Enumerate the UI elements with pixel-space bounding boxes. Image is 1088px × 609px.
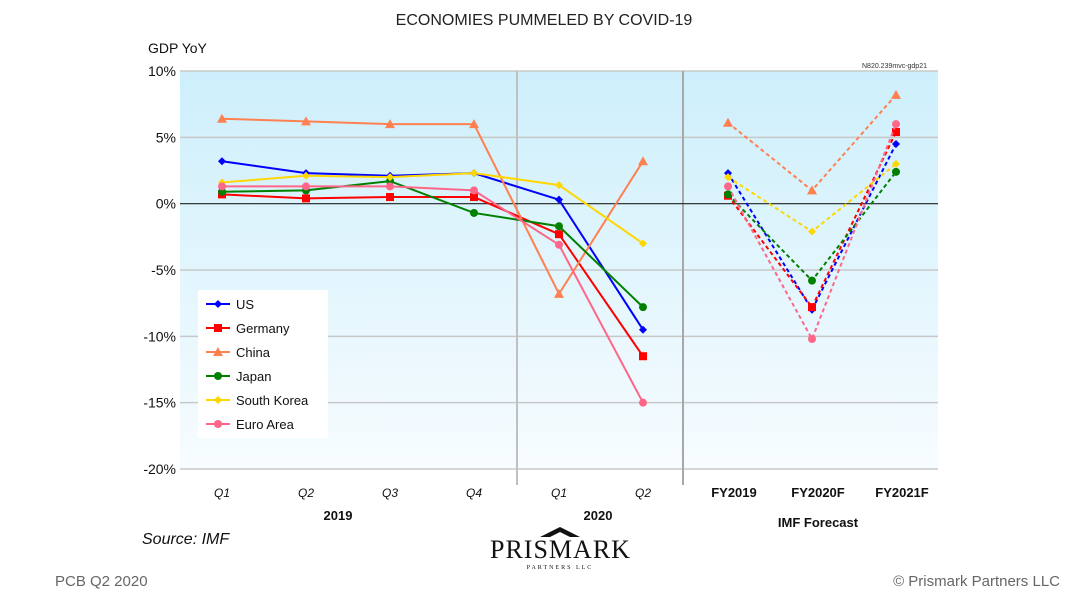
point-china xyxy=(385,119,395,129)
legend-label: US xyxy=(236,296,255,312)
point-germany xyxy=(470,193,478,202)
line-euro-area-forecast xyxy=(727,123,897,342)
chart-title: ECONOMIES PUMMELED BY COVID-19 xyxy=(395,12,693,29)
point-south-korea xyxy=(639,239,647,248)
point-south-korea-forecast xyxy=(808,227,816,236)
forecast-group-label: IMF Forecast xyxy=(778,515,859,530)
point-china xyxy=(301,116,311,126)
y-tick-label: -10% xyxy=(143,328,176,344)
point-germany xyxy=(639,352,647,361)
point-japan xyxy=(639,303,647,312)
logo-prism-icon xyxy=(540,527,580,537)
legend-item: Euro Area xyxy=(206,414,294,434)
point-china xyxy=(217,113,227,123)
point-japan-forecast xyxy=(892,167,900,176)
legend-swatch xyxy=(206,347,230,356)
forecast-tick-label: FY2019 xyxy=(711,485,757,500)
point-euro-area xyxy=(386,182,394,191)
forecast-tick-label: FY2020F xyxy=(791,485,845,500)
point-china xyxy=(554,288,564,298)
line-south-korea-quarterly xyxy=(221,172,644,245)
year-label: 2019 xyxy=(324,508,353,523)
point-euro-area-forecast xyxy=(808,334,816,343)
forecast-tick-label: FY2021F xyxy=(875,485,929,500)
point-japan xyxy=(555,222,563,231)
point-china-forecast xyxy=(807,185,817,195)
legend-label: Japan xyxy=(236,368,272,384)
point-china xyxy=(469,119,479,129)
legend-item: South Korea xyxy=(206,390,308,410)
footer-left: PCB Q2 2020 xyxy=(55,573,148,590)
x-tick-label: Q1 xyxy=(214,486,230,500)
y-tick-label: 5% xyxy=(156,129,176,145)
point-germany xyxy=(555,230,563,239)
year-label: 2020 xyxy=(584,508,613,523)
prismark-logo: PRISMARK PARTNERS LLC xyxy=(490,527,630,577)
point-germany-forecast xyxy=(808,303,816,312)
point-germany xyxy=(386,193,394,202)
legend-item: Japan xyxy=(206,366,271,386)
legend-label: South Korea xyxy=(236,392,309,408)
line-germany-forecast xyxy=(727,131,897,310)
point-us-forecast xyxy=(892,139,900,148)
point-us xyxy=(555,195,563,204)
point-japan xyxy=(470,208,478,217)
point-japan-forecast xyxy=(724,190,732,199)
point-china-forecast xyxy=(891,89,901,99)
series-euro-area xyxy=(218,120,900,407)
legend-label: China xyxy=(236,344,270,360)
footer-right: © Prismark Partners LLC xyxy=(893,573,1060,590)
y-tick-label: -20% xyxy=(143,461,176,477)
point-germany xyxy=(302,194,310,203)
point-south-korea xyxy=(302,171,310,180)
logo-sub: PARTNERS LLC xyxy=(526,565,594,571)
y-tick-label: -5% xyxy=(151,262,176,278)
point-euro-area xyxy=(218,182,226,191)
point-euro-area xyxy=(302,182,310,191)
x-tick-label: Q2 xyxy=(635,486,651,500)
line-euro-area-quarterly xyxy=(222,185,644,404)
point-china-forecast xyxy=(723,117,733,127)
point-south-korea-forecast xyxy=(892,159,900,168)
y-tick-label: 0% xyxy=(156,196,176,212)
legend-swatch xyxy=(206,324,230,332)
legend: US Germany China Japan South Korea Euro Area xyxy=(198,290,328,438)
x-tick-label: Q1 xyxy=(551,486,567,500)
y-axis-label: GDP YoY xyxy=(148,40,207,56)
series-south-korea xyxy=(218,159,900,248)
point-south-korea-forecast xyxy=(724,173,732,182)
x-tick-label: Q3 xyxy=(382,486,398,500)
point-germany-forecast xyxy=(892,128,900,137)
x-tick-label: Q4 xyxy=(466,486,482,500)
point-euro-area-forecast xyxy=(892,120,900,129)
point-us xyxy=(218,157,226,166)
logo-name: PRISMARK xyxy=(490,535,631,564)
point-south-korea xyxy=(555,181,563,190)
legend-swatch xyxy=(206,300,230,308)
legend-item: Germany xyxy=(206,318,289,338)
y-tick-label: -15% xyxy=(143,395,176,411)
legend-swatch xyxy=(206,420,230,428)
legend-label: Germany xyxy=(236,320,290,336)
point-us xyxy=(639,325,647,334)
point-euro-area xyxy=(555,240,563,249)
point-euro-area-forecast xyxy=(724,182,732,191)
chart-code: N820.239mvc-gdp21 xyxy=(862,63,927,70)
point-euro-area xyxy=(639,398,647,407)
point-south-korea xyxy=(470,169,478,178)
legend-item: US xyxy=(206,294,254,314)
y-tick-label: 10% xyxy=(148,63,176,79)
point-euro-area xyxy=(470,186,478,195)
point-china xyxy=(638,156,648,166)
line-japan-quarterly xyxy=(221,180,644,308)
legend-swatch xyxy=(206,396,230,404)
legend-swatch xyxy=(206,372,230,380)
source-note: Source: IMF xyxy=(142,531,230,548)
x-tick-label: Q2 xyxy=(298,486,314,500)
point-japan-forecast xyxy=(808,276,816,285)
point-south-korea xyxy=(386,173,394,182)
legend-item: China xyxy=(206,342,270,362)
legend-label: Euro Area xyxy=(236,416,294,432)
